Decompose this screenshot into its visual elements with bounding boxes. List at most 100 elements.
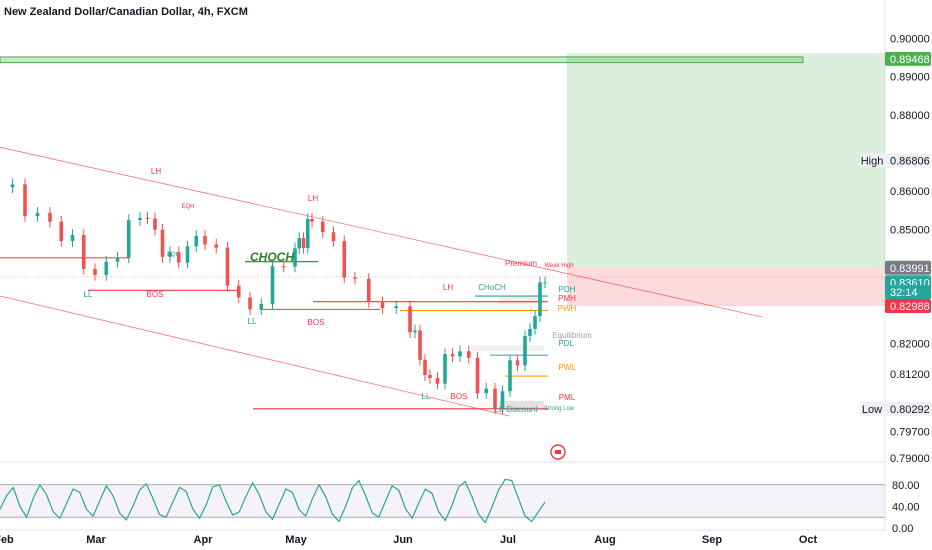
candle-body [493,388,497,409]
candle-body [214,244,219,248]
candle-body [59,221,64,242]
candle-body [331,232,336,242]
candle-body [185,246,190,263]
canada-flag-icon-center [555,450,561,454]
annotation-label: LL [248,317,257,326]
annotation-label: Equilibrium [552,331,592,340]
green-zone-bar [0,56,804,64]
price-tag-bg [885,260,931,275]
candle-body [515,360,520,366]
candle-body [408,306,412,333]
candle-body [93,268,97,276]
candle-body [475,357,480,394]
annotation-label: EQL [167,252,180,258]
candle-body [23,184,27,217]
side-tag-label: High [861,155,884,167]
price-tags: 0.894680.86806High0.839910.8361032:140.8… [550,51,931,460]
price-tick-label: 0.82000 [890,339,930,351]
candle-body [466,351,471,358]
candle-body [413,330,417,333]
annotation-label: LL [422,392,431,401]
annotation-label: LH [151,167,161,176]
osc-band [0,484,885,518]
side-tag-label: Low [862,404,882,416]
annotation-labels: CHOCH BOS BOS LH LH LH LL LL LL LL BOS CHoCH Premium… [84,167,593,414]
candle-body [528,328,532,337]
candle-body [320,221,325,233]
candle-body [145,217,150,219]
candle-body [301,238,306,248]
annotation-label: BOS [451,392,468,401]
candle-body [48,212,52,222]
annotation-label: PMH [558,294,576,303]
osc-tick-label: 80.00 [892,480,920,492]
candle-body [533,316,537,329]
price-tick-label: 0.79700 [890,426,930,438]
annotation-label: BOS [147,290,164,299]
time-tick-label: Jun [393,534,413,546]
price-tick-label: 0.81200 [890,369,930,381]
candle-body [543,282,547,284]
channel-upper [0,146,763,318]
price-series [10,178,547,415]
side-tag-bg [860,401,885,416]
candle-body [248,297,252,310]
channel-lower [0,295,511,417]
annotation-label: PDH [559,285,576,294]
discount-zone [499,400,544,411]
candle-body [394,306,399,309]
osc-tick-label: 0.00 [892,523,913,535]
candle-body [342,241,347,278]
price-tick-label: 0.85000 [890,224,930,236]
candle-body [500,391,505,409]
annotation-label: PDL [558,339,574,348]
candle-body [81,235,86,269]
price-tick-label: 0.86000 [890,186,930,198]
time-tick-label: Sep [702,534,722,546]
price-tick-label: 0.79000 [890,453,930,465]
axes: 0.90000 0.89000 0.88000 0.86000 0.85000 0.820… [0,34,930,546]
annotation-label: CHoCH [478,283,506,292]
annotation-label: PML [559,393,576,402]
annotation-label: BOS [308,318,325,327]
price-tick-label: 0.88000 [890,110,930,122]
annotation-label: PWH [558,304,577,313]
candle-body [418,330,422,360]
candle-body [225,247,230,286]
candle-body [293,248,297,267]
price-tag-bg [885,401,931,416]
level-lines [0,257,548,410]
time-tick-label: Aug [594,534,615,546]
premium-zone [499,296,544,304]
candle-body [353,277,357,279]
candle-body [538,282,542,317]
annotation-label: CHOCH [250,250,294,264]
candle-body [104,261,109,276]
candle-body [458,351,462,357]
candle-body [203,236,207,245]
time-tick-label: Apr [194,534,214,546]
stop-zone [567,267,885,307]
price-tag-label: 0.89468 [890,54,930,66]
equilibrium-zone [471,345,544,352]
candle-body [70,235,75,242]
time-tick-label: Oct [799,534,818,546]
oscillator-pane: 80.00 40.00 0.00 [0,478,920,535]
osc-line [0,478,546,524]
time-tick-label: Feb [0,534,14,546]
position-zones [0,53,885,411]
candle-body [443,354,447,384]
candle-body [126,220,131,258]
candle-body [366,278,371,303]
candle-body [115,257,120,262]
price-tag-label: 0.83991 [890,263,930,275]
candle-body [168,252,172,257]
time-tick-label: Mar [86,534,106,546]
candle-body [194,236,199,247]
candle-body [270,266,275,304]
price-tag-label: 0.80292 [890,404,930,416]
candle-body [435,378,440,384]
annotation-label: LL [84,290,93,299]
candle-body [428,374,432,379]
